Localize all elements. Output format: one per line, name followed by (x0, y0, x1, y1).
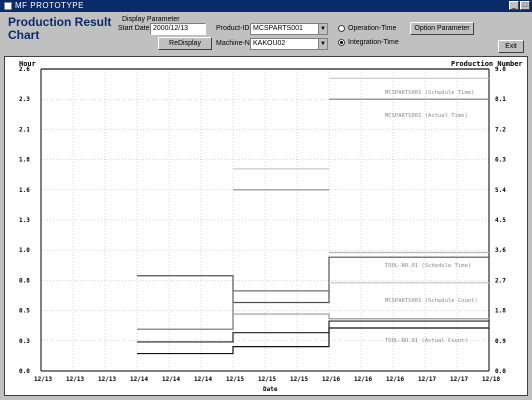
series-line (137, 327, 489, 355)
maximize-button[interactable]: □ (520, 1, 530, 10)
y-left-tick-label: 1.8 (19, 157, 30, 164)
x-tick-label: 12/17 (418, 376, 436, 383)
chevron-down-icon[interactable]: ▼ (318, 39, 327, 49)
legend-label: MCSPARTS001 (Schedule Count) (385, 298, 478, 304)
y-axis-label-left: Hour (19, 60, 36, 68)
option-parameter-button[interactable]: Option Parameter (410, 22, 474, 35)
x-tick-label: 12/14 (194, 376, 212, 383)
chevron-down-icon[interactable]: ▼ (318, 24, 327, 34)
chart-canvas: 2.6 9.0 2.3 8.1 2.1 7.2 1.8 6.3 1.6 5.4 1.3 4.5 1.0 3… (19, 60, 523, 393)
y-left-tick-label: 0.0 (19, 368, 30, 375)
integration-time-label: Integration-Time (348, 39, 399, 46)
y-left-tick-label: 2.6 (19, 66, 30, 73)
y-axis-label-right: Production Number (451, 60, 523, 68)
x-tick-label: 12/15 (290, 376, 308, 383)
legend-label: MCSPARTS001 (Actual Time) (385, 113, 468, 119)
y-right-tick-label: 0.0 (495, 368, 506, 375)
operation-time-radio[interactable]: Operation-Time (338, 25, 396, 32)
x-tick-label: 12/15 (258, 376, 276, 383)
y-right-tick-label: 9.0 (495, 66, 506, 73)
product-id-select[interactable]: MCSPARTS001 ▼ (250, 23, 328, 35)
x-tick-label: 12/18 (482, 376, 500, 383)
y-left-tick-label: 2.1 (19, 126, 30, 133)
x-tick-label: 12/16 (322, 376, 340, 383)
y-right-tick-label: 1.8 (495, 308, 506, 315)
x-tick-label: 12/17 (450, 376, 468, 383)
page-title: Production Result Chart (8, 15, 112, 42)
radio-icon (338, 25, 345, 32)
x-tick-label: 12/13 (66, 376, 84, 383)
production-chart: 2.6 9.0 2.3 8.1 2.1 7.2 1.8 6.3 1.6 5.4 1.3 4.5 1.0 3… (4, 56, 528, 396)
y-left-tick-label: 1.6 (19, 187, 30, 194)
exit-button[interactable]: Exit (498, 40, 524, 53)
display-parameter-heading: Display Parameter (122, 16, 180, 23)
app-icon[interactable] (4, 2, 12, 10)
y-left-tick-label: 0.3 (19, 338, 30, 345)
series-line (137, 256, 489, 304)
legend-label: TOOL-NO.01 (Actual Count) (385, 338, 468, 344)
series-line (137, 320, 489, 343)
series-line (233, 313, 489, 320)
x-tick-label: 12/13 (98, 376, 116, 383)
x-tick-label: 12/14 (162, 376, 180, 383)
start-date-label: Start Date (118, 25, 150, 32)
y-right-tick-label: 4.5 (495, 217, 506, 224)
legend-label: MCSPARTS001 (Schedule Time) (385, 90, 474, 96)
x-tick-label: 12/14 (130, 376, 148, 383)
x-tick-label: 12/16 (354, 376, 372, 383)
x-tick-label: 12/16 (386, 376, 404, 383)
y-left-tick-label: 0.5 (19, 308, 30, 315)
y-right-tick-label: 7.2 (495, 126, 506, 133)
x-tick-label: 12/13 (34, 376, 52, 383)
series-line (137, 290, 329, 330)
radio-selected-icon (338, 39, 345, 46)
y-left-tick-label: 1.3 (19, 217, 30, 224)
y-right-tick-label: 2.7 (495, 277, 506, 284)
x-tick-label: 12/15 (226, 376, 244, 383)
y-right-tick-label: 8.1 (495, 96, 506, 103)
redisplay-button[interactable]: ReDisplay (158, 37, 212, 50)
y-left-tick-label: 0.8 (19, 277, 30, 284)
y-right-tick-label: 3.6 (495, 247, 506, 254)
start-date-field[interactable]: 2000/12/13 (150, 23, 206, 35)
y-left-tick-label: 2.3 (19, 96, 30, 103)
title-bar: MF PROTOTYPE _ □ (0, 0, 532, 12)
y-left-tick-label: 1.0 (19, 247, 30, 254)
operation-time-label: Operation-Time (348, 25, 397, 32)
product-id-value: MCSPARTS001 (253, 25, 303, 32)
y-right-tick-label: 6.3 (495, 157, 506, 164)
legend-label: TOOL-NO.01 (Schedule Time) (385, 263, 471, 269)
product-id-label: Product-ID (216, 25, 250, 32)
x-axis-label: Date (263, 386, 278, 393)
y-right-tick-label: 0.9 (495, 338, 506, 345)
machine-no-label: Machine-No. (216, 40, 256, 47)
window-controls: _ □ (509, 1, 530, 10)
machine-no-value: KAKOU02 (253, 40, 286, 47)
integration-time-radio[interactable]: Integration-Time (338, 39, 399, 46)
y-right-tick-label: 5.4 (495, 187, 506, 194)
machine-no-select[interactable]: KAKOU02 ▼ (250, 38, 328, 50)
minimize-button[interactable]: _ (509, 1, 519, 10)
window-title: MF PROTOTYPE (15, 1, 84, 10)
